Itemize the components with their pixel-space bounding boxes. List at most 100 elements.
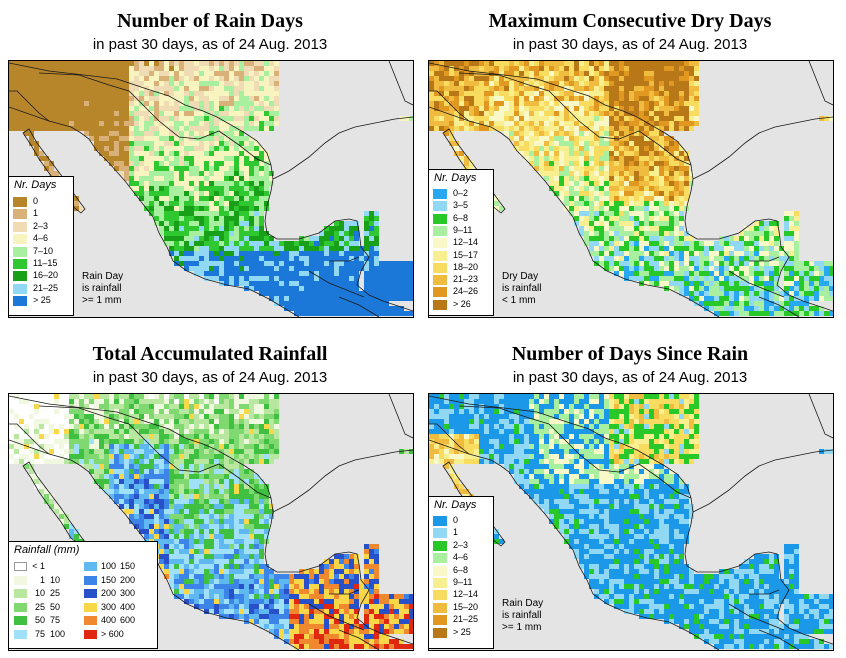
legend-range-from: 25 <box>34 601 45 612</box>
legend-swatch <box>13 246 27 257</box>
legend-label: 2–3 <box>453 539 469 550</box>
legend-swatch <box>84 562 97 571</box>
legend-label: 21–25 <box>33 282 59 293</box>
legend-range-to: 300 <box>120 588 136 598</box>
legend-label: > 25 <box>453 626 471 637</box>
panel-subtitle: in past 30 days, as of 24 Aug. 2013 <box>512 36 748 53</box>
panel-subtitle: in past 30 days, as of 24 Aug. 2013 <box>92 36 328 53</box>
legend-range-to: 50 <box>50 601 61 612</box>
legend-swatch <box>433 615 447 626</box>
legend-label: 2–3 <box>33 220 49 231</box>
legend-swatch <box>84 575 97 585</box>
legend-swatch <box>433 553 447 564</box>
legend-label: 9–11 <box>453 224 473 235</box>
legend-note: Rain Day is rainfall >= 1 mm <box>82 271 124 306</box>
legend-range-from: > 600 <box>101 628 124 639</box>
legend-label: 0 <box>453 515 459 525</box>
legend-label: 4–6 <box>33 233 49 244</box>
legend-range-from: < 1 <box>32 561 45 571</box>
legend-label: 9–11 <box>453 577 473 587</box>
legend-label: 6–8 <box>453 564 469 575</box>
legend-range-to: 150 <box>120 561 136 571</box>
legend-swatch <box>14 575 27 585</box>
legend-swatch <box>433 238 447 249</box>
legend-label: 21–25 <box>453 614 479 625</box>
legend-swatch <box>14 589 27 598</box>
legend-swatch <box>14 602 27 612</box>
legend-range-to: 75 <box>50 615 61 625</box>
legend-swatch <box>13 296 27 307</box>
map-total-rainfall <box>8 393 414 651</box>
map-rain-days <box>8 60 414 318</box>
panel-title: Number of Days Since Rain <box>511 343 749 365</box>
map-graphic <box>428 60 834 318</box>
legend-swatch <box>433 299 447 310</box>
legend-rainfall: Rainfall (mm) < 1 1 10 10 25 25 50 50 75 75 100 100… <box>8 541 158 649</box>
legend-swatch <box>13 221 27 232</box>
legend-swatch <box>433 565 447 576</box>
legend-swatch <box>433 275 447 286</box>
panel-title: Total Accumulated Rainfall <box>92 343 328 365</box>
legend-range-from: 1 <box>39 574 45 585</box>
panel-days-since-rain: Number of Days Since Rain in past 30 day… <box>420 333 840 655</box>
panel-title: Maximum Consecutive Dry Days <box>488 10 772 32</box>
legend-days-since-rain: Nr. Days 0 1 2–3 4–6 6–8 9–11 12–14 15–20 21–25 >… <box>428 496 494 649</box>
legend-label: > 25 <box>33 295 51 306</box>
legend-range-to: 100 <box>50 628 66 639</box>
legend-swatch <box>433 540 447 551</box>
legend-swatch <box>14 616 27 625</box>
legend-swatch <box>433 189 447 199</box>
legend-swatch <box>433 602 447 613</box>
legend-swatch <box>433 287 447 298</box>
panel-total-rainfall: Total Accumulated Rainfall in past 30 da… <box>0 333 420 655</box>
map-graphic <box>8 393 414 651</box>
legend-range-from: 400 <box>101 615 117 625</box>
legend-swatch <box>84 589 97 598</box>
panel-subtitle: in past 30 days, as of 24 Aug. 2013 <box>92 369 328 386</box>
legend-label: 18–20 <box>453 261 479 272</box>
panel-rain-days: Number of Rain Days in past 30 days, as … <box>0 0 420 322</box>
legend-swatch <box>13 283 27 294</box>
legend-range-to: 200 <box>120 574 136 585</box>
legend-range-from: 300 <box>101 601 117 612</box>
legend-title: Nr. Days <box>434 172 477 184</box>
legend-swatch <box>433 262 447 273</box>
legend-swatch <box>13 271 27 282</box>
legend-label: 0–2 <box>453 188 469 198</box>
panel-dry-days: Maximum Consecutive Dry Days in past 30 … <box>420 0 840 322</box>
legend-swatch <box>433 250 447 261</box>
legend-label: 15–17 <box>453 249 479 260</box>
legend-swatch <box>433 516 447 526</box>
legend-range-from: 10 <box>34 588 45 598</box>
legend-swatch <box>84 629 97 639</box>
legend-range-from: 200 <box>101 588 117 598</box>
legend-swatch <box>13 197 27 207</box>
legend-title: Nr. Days <box>434 499 477 511</box>
legend-label: 12–14 <box>453 237 479 248</box>
legend-label: 7–10 <box>33 245 54 256</box>
legend-swatch <box>14 562 27 571</box>
legend-swatch <box>433 627 447 638</box>
legend-swatch <box>433 590 447 601</box>
panel-subtitle: in past 30 days, as of 24 Aug. 2013 <box>512 369 748 386</box>
map-dry-days <box>428 60 834 318</box>
legend-range-from: 50 <box>34 615 45 625</box>
legend-rain-days: Nr. Days 0 1 2–3 4–6 7–10 11–15 16–20 21–25 > 25 <box>8 176 74 316</box>
legend-swatch <box>84 602 97 612</box>
map-graphic <box>428 393 834 651</box>
legend-range-from: 100 <box>101 561 117 571</box>
legend-range-from: 75 <box>34 628 45 639</box>
legend-swatch <box>13 234 27 245</box>
legend-title: Nr. Days <box>14 179 57 191</box>
legend-range-from: 150 <box>101 574 117 585</box>
legend-label: 21–23 <box>453 274 479 285</box>
legend-swatch <box>433 213 447 224</box>
legend-swatch <box>433 578 447 588</box>
legend-label: 3–5 <box>453 200 469 211</box>
legend-range-to: 10 <box>50 574 61 585</box>
legend-range-to: 600 <box>120 615 136 625</box>
panel-title: Number of Rain Days <box>117 10 303 32</box>
legend-swatch <box>433 225 447 236</box>
legend-swatch <box>13 209 27 220</box>
legend-label: 1 <box>33 208 39 219</box>
